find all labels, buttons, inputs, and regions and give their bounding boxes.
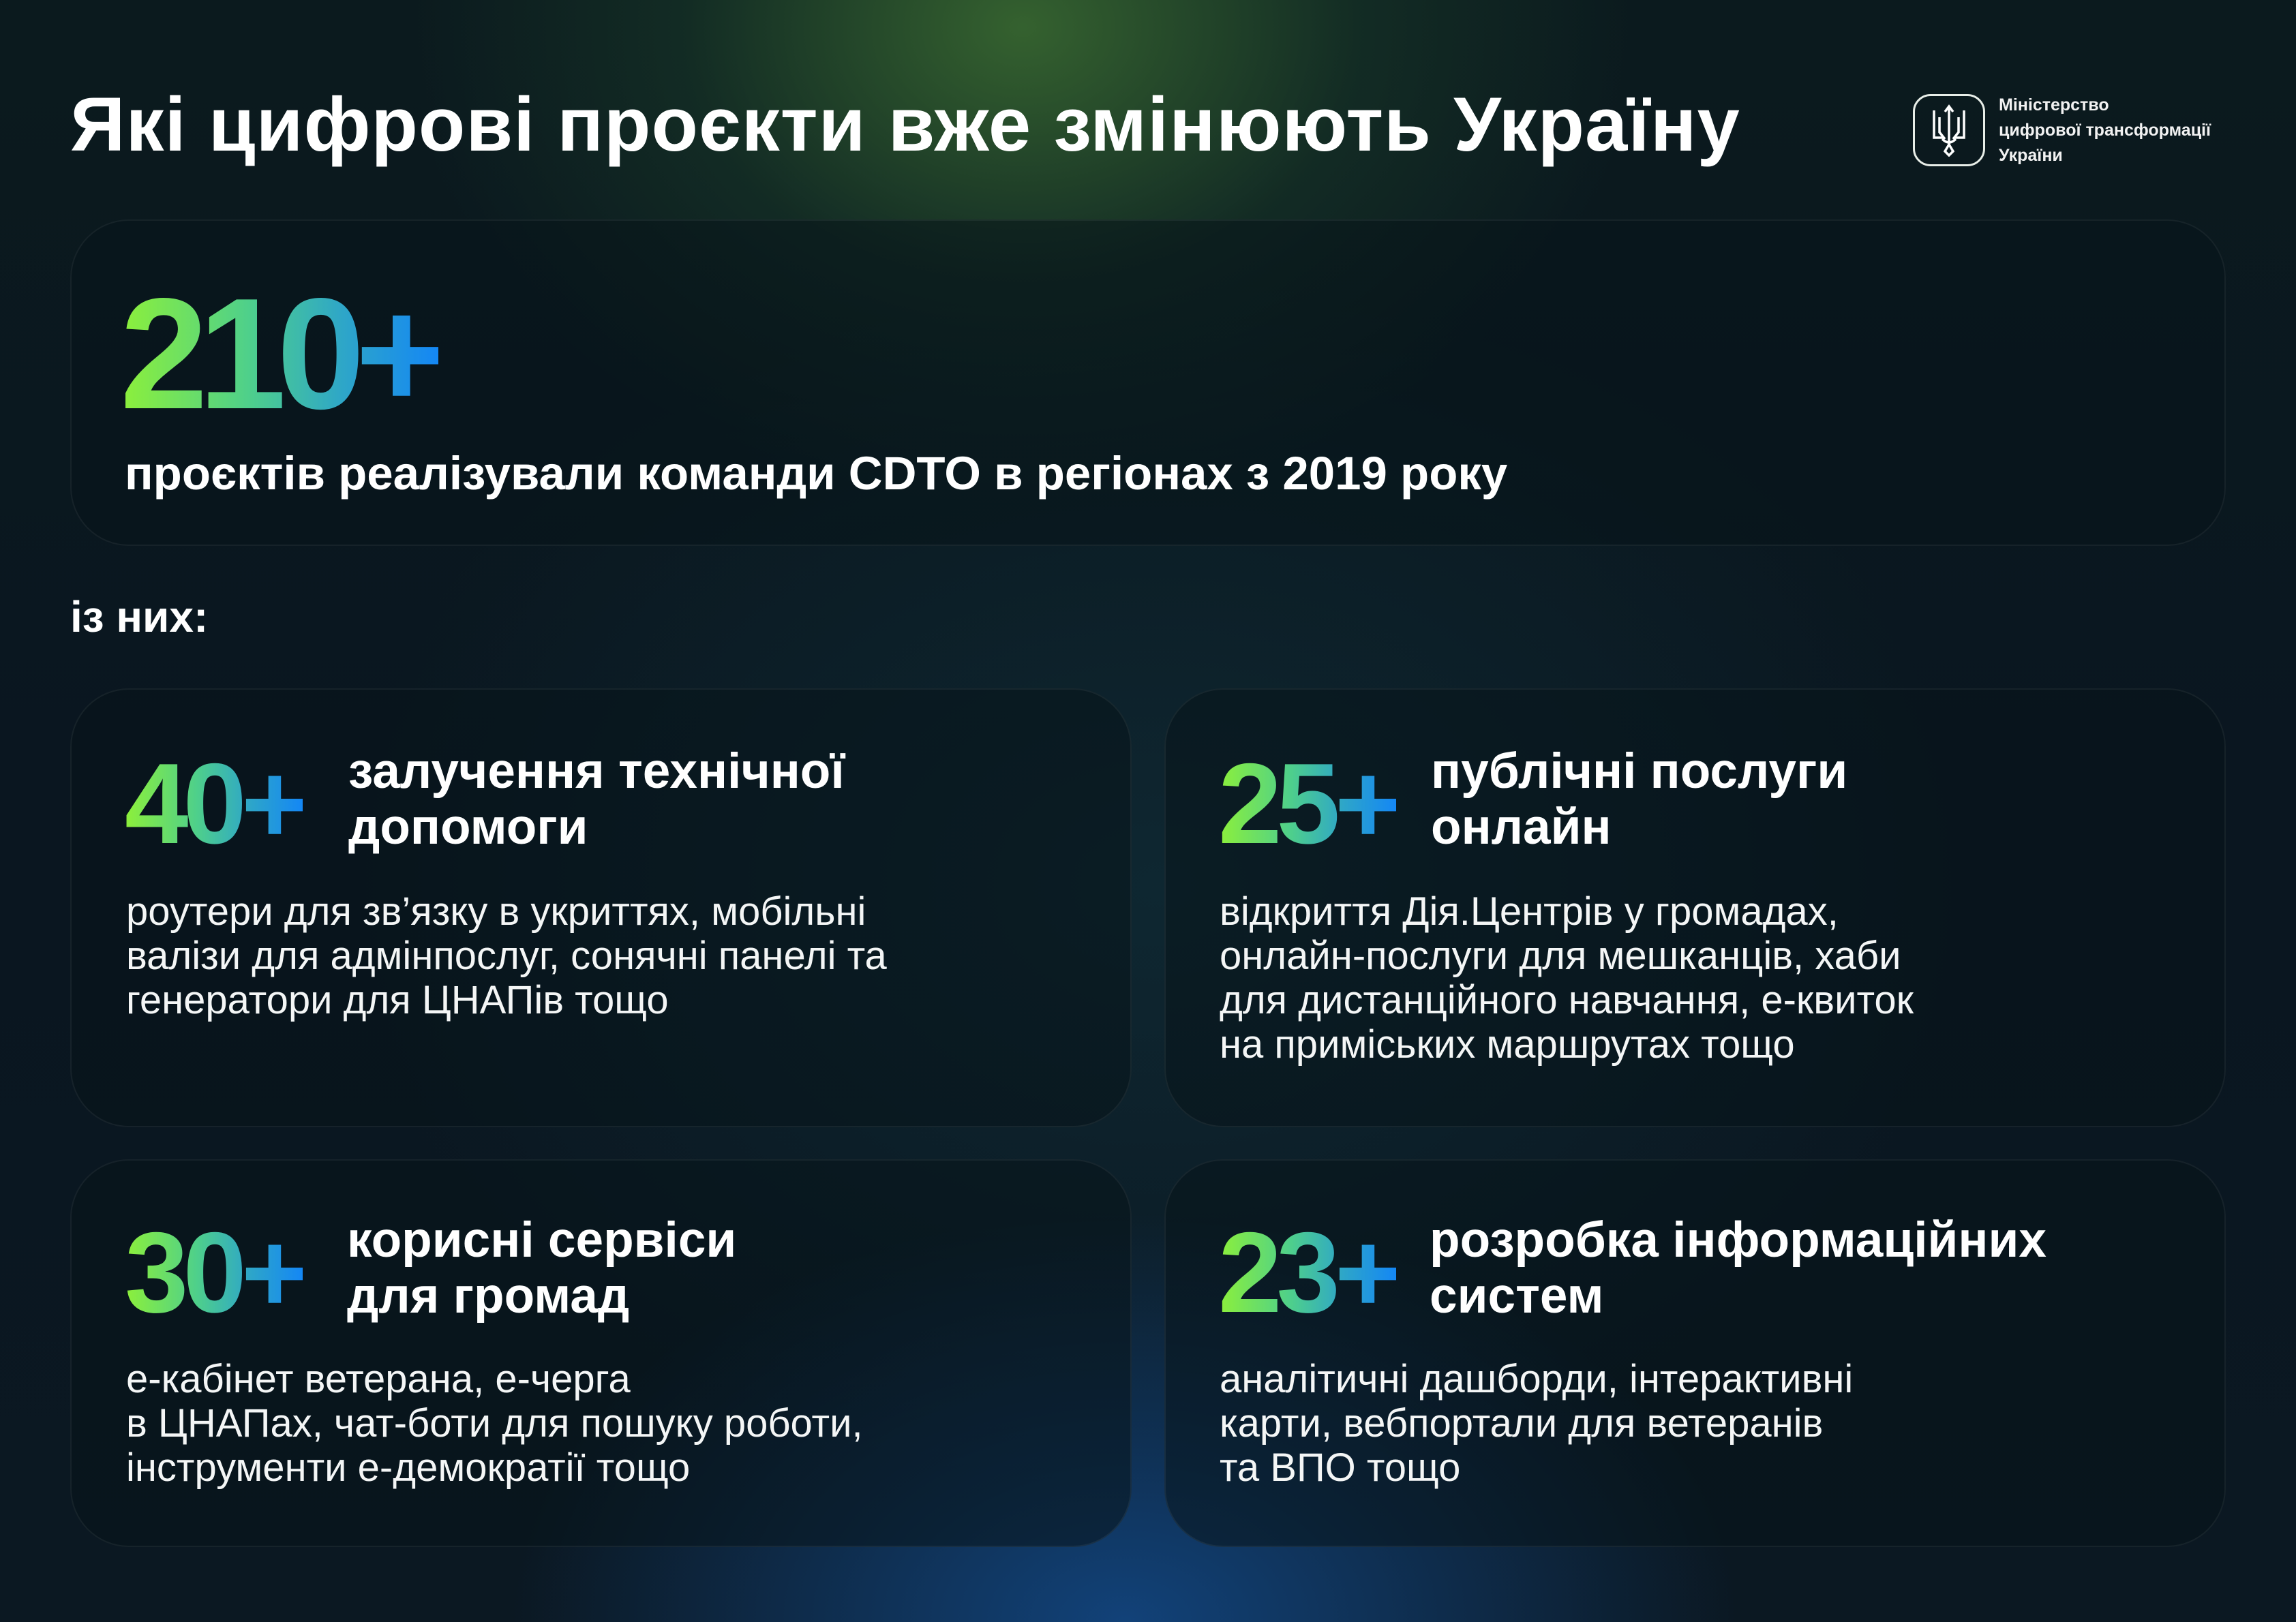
stat-description-line: в ЦНАПах, чат-боти для пошуку роботи, — [126, 1401, 863, 1445]
stat-title-line: для громад — [347, 1268, 630, 1323]
ministry-name-line: України — [1999, 146, 2063, 165]
stat-title-line: залучення технічної — [348, 744, 845, 799]
summary-card — [70, 219, 2226, 546]
ministry-name-line: цифрової трансформації — [1999, 121, 2211, 140]
stat-title: розробка інформаційних систем — [1430, 1212, 2046, 1324]
stat-card-technical-help — [70, 688, 1132, 1127]
stat-description: роутери для зв’язку в укриттях, мобільні… — [126, 889, 887, 1022]
stat-title-line: онлайн — [1431, 799, 1612, 855]
ministry-name: Міністерство цифрової трансформації Укра… — [1999, 93, 2211, 168]
stat-title-line: публічні послуги — [1431, 744, 1848, 799]
stat-description-line: інструменти е-демократії тощо — [126, 1445, 691, 1490]
summary-number: 210+ — [120, 266, 448, 442]
stat-description-line: на приміських маршрутах тощо — [1220, 1022, 1795, 1067]
stat-card-public-services — [1164, 688, 2226, 1127]
stat-title-line: допомоги — [348, 799, 588, 855]
stat-description: відкриття Дія.Центрів у громадах, онлайн… — [1220, 889, 1914, 1067]
stat-number: 25+ — [1218, 739, 1402, 868]
stat-description-line: відкриття Дія.Центрів у громадах, — [1220, 889, 1839, 934]
stat-description-line: генератори для ЦНАПів тощо — [126, 978, 669, 1022]
stat-description-line: для дистанційного навчання, е-квиток — [1220, 978, 1914, 1022]
stat-title-line: корисні сервіси — [347, 1212, 737, 1268]
stat-title: корисні сервіси для громад — [347, 1212, 736, 1324]
stat-description-line: карти, вебпортали для ветеранів — [1220, 1401, 1824, 1445]
stat-description-line: роутери для зв’язку в укриттях, мобільні — [126, 889, 866, 934]
subheading: із них: — [70, 592, 209, 641]
stat-description: е-кабінет ветерана, е-черга в ЦНАПах, ча… — [126, 1357, 863, 1490]
stat-description-line: валізи для адмінпослуг, сонячні панелі т… — [126, 934, 887, 978]
page-title: Які цифрові проєкти вже змінюють Україну — [70, 82, 1740, 167]
stat-card-information-systems — [1164, 1159, 2226, 1547]
ministry-logo — [1913, 94, 1985, 166]
stat-number: 40+ — [125, 739, 308, 868]
stat-description: аналітичні дашборди, інтерактивні карти,… — [1220, 1357, 1853, 1490]
stat-title-line: систем — [1430, 1268, 1604, 1323]
trident-icon — [1933, 104, 1965, 157]
stat-number: 23+ — [1218, 1208, 1402, 1336]
summary-text: проєктів реалізували команди CDTO в регі… — [125, 447, 1508, 500]
stat-description-line: аналітичні дашборди, інтерактивні — [1220, 1357, 1854, 1401]
stat-title: публічні послуги онлайн — [1431, 744, 1847, 855]
stat-description-line: та ВПО тощо — [1220, 1445, 1461, 1490]
stat-title: залучення технічної допомоги — [348, 744, 845, 855]
stat-title-line: розробка інформаційних — [1430, 1212, 2046, 1268]
ministry-name-line: Міністерство — [1999, 95, 2109, 114]
stat-description-line: онлайн-послуги для мешканців, хаби — [1220, 934, 1901, 978]
stat-card-community-services — [70, 1159, 1132, 1547]
stat-description-line: е-кабінет ветерана, е-черга — [126, 1357, 631, 1401]
stat-number: 30+ — [125, 1208, 308, 1336]
